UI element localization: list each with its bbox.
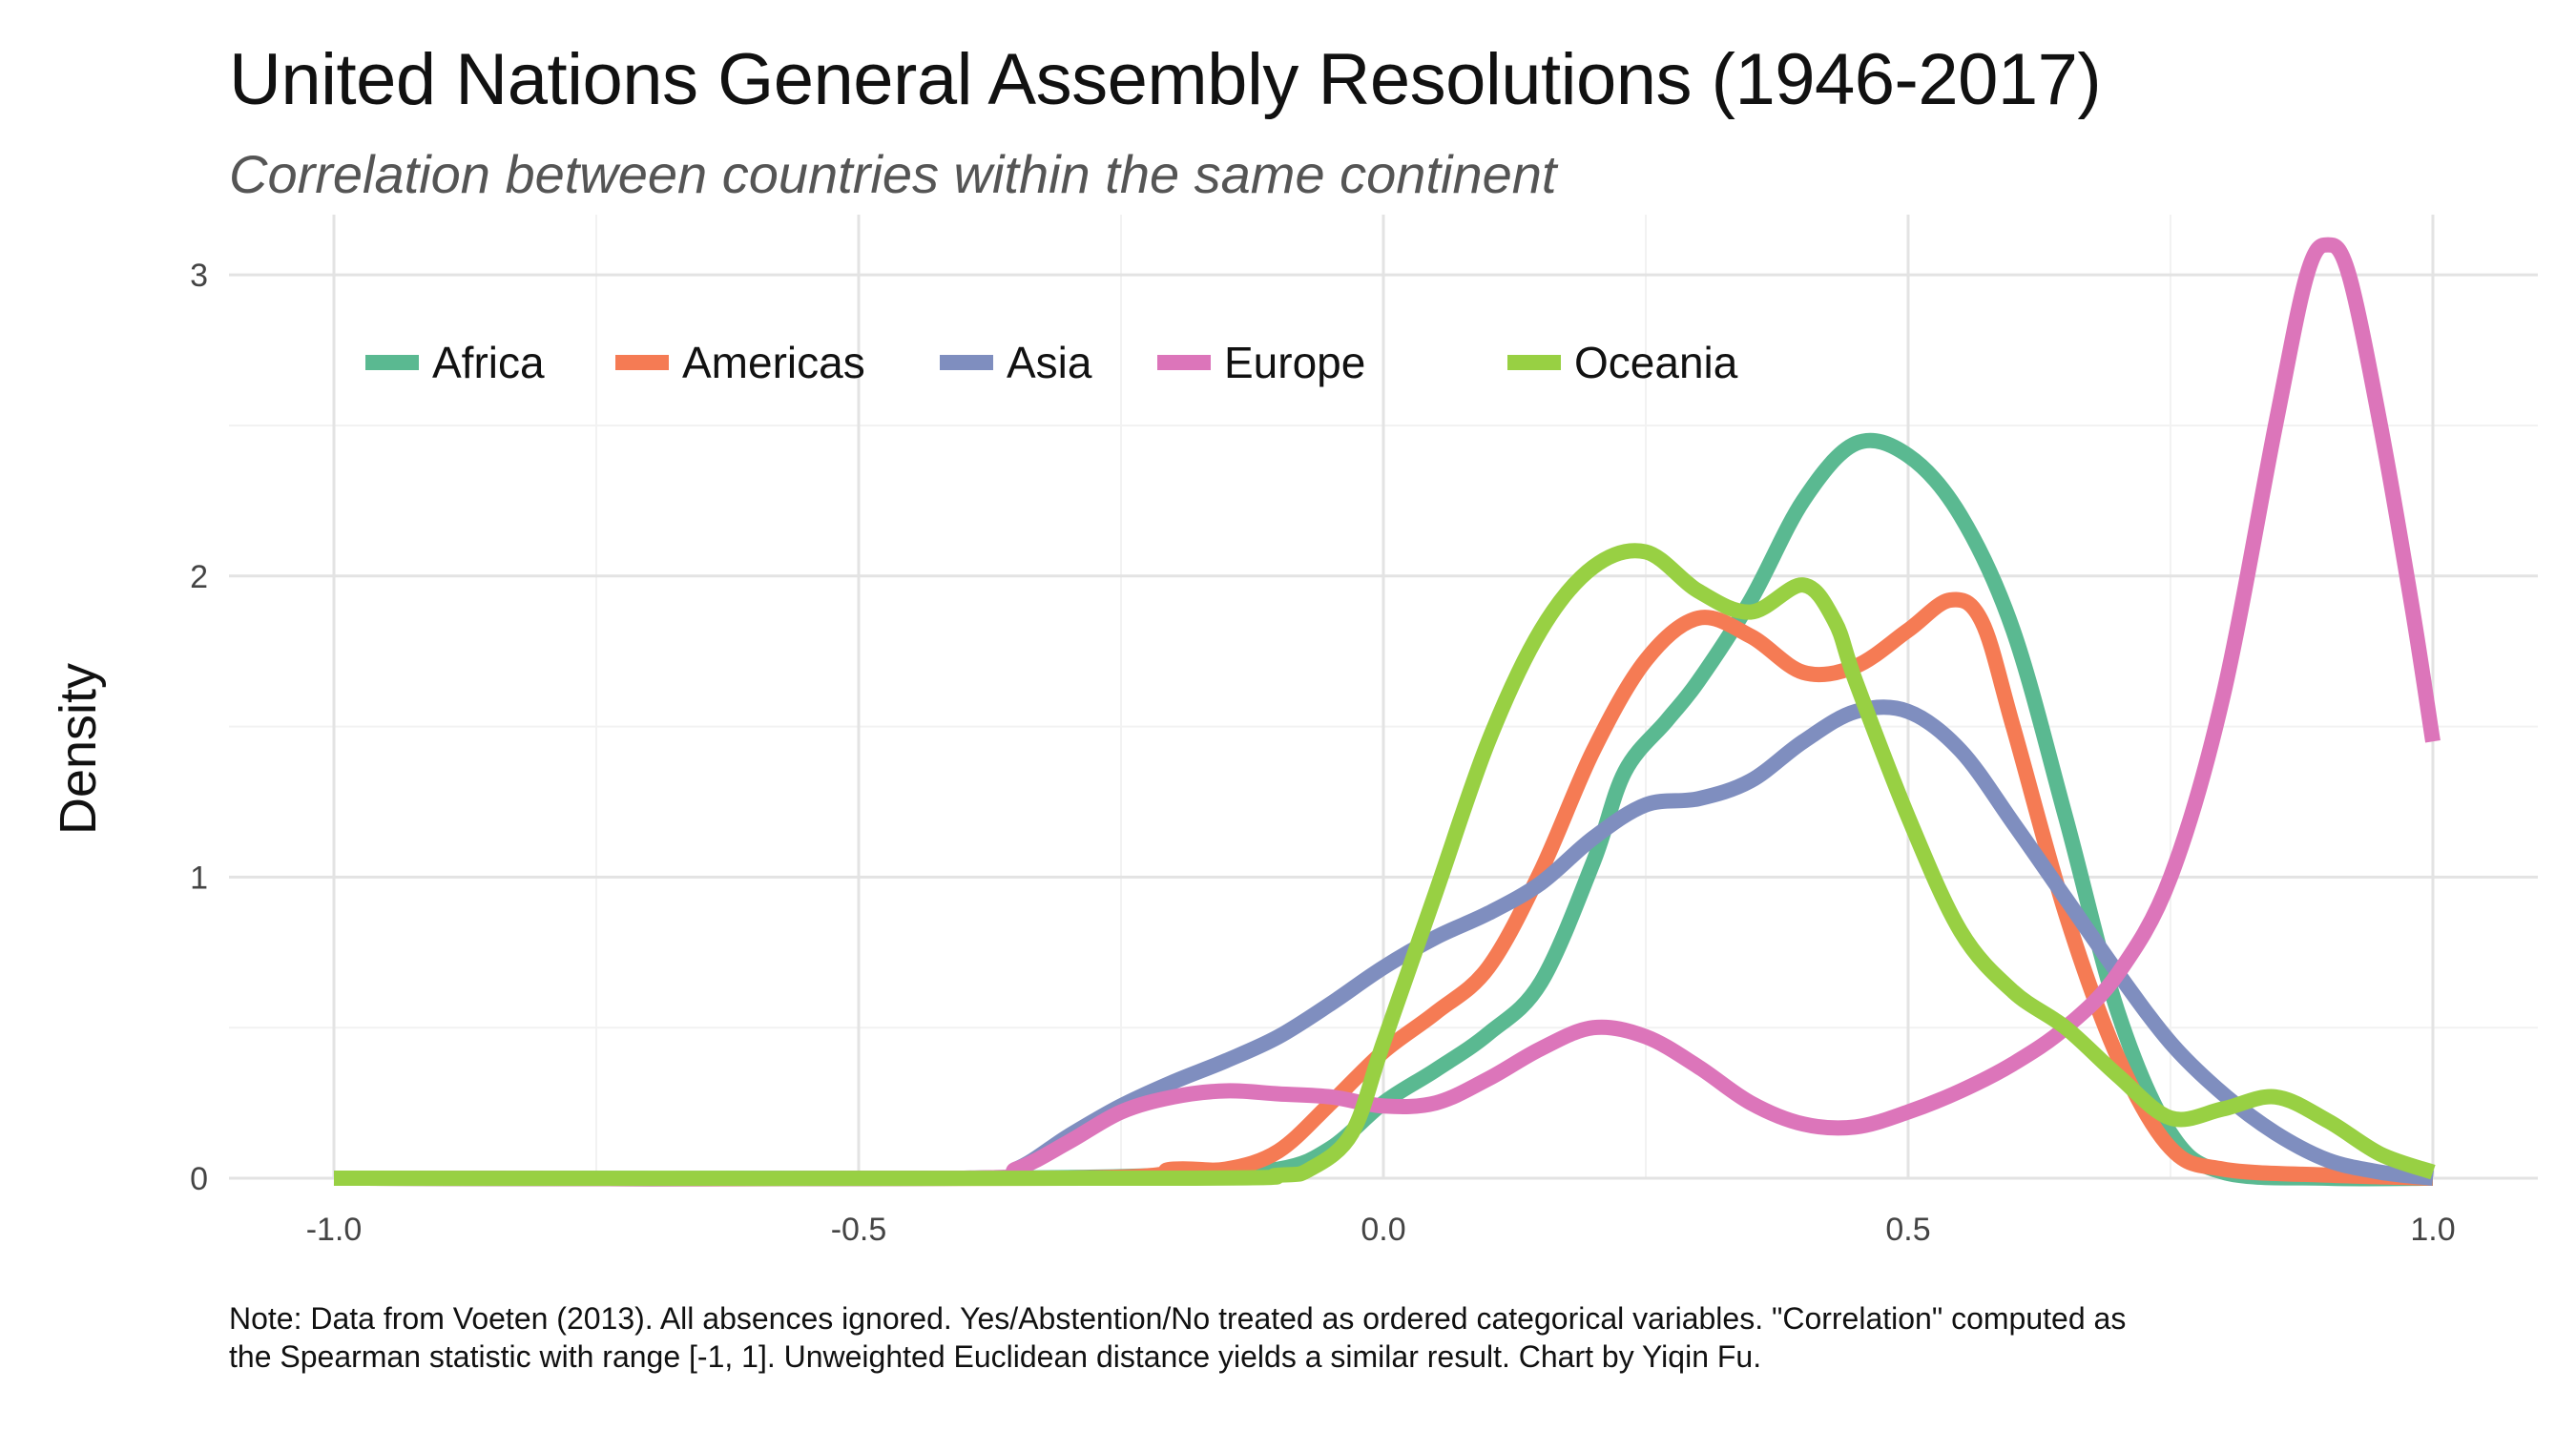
caption-line-1: Note: Data from Voeten (2013). All absen… bbox=[229, 1301, 2127, 1336]
y-tick-label: 0 bbox=[190, 1161, 208, 1197]
x-tick-label: 0.5 bbox=[1885, 1212, 1930, 1248]
x-tick-label: -1.0 bbox=[306, 1212, 363, 1248]
y-tick-label: 3 bbox=[190, 258, 208, 294]
legend-label-oceania: Oceania bbox=[1574, 338, 1738, 387]
legend-label-americas: Americas bbox=[682, 338, 865, 387]
series-lines bbox=[333, 237, 2441, 1187]
legend: Africa Americas Asia Europe Oceania bbox=[365, 338, 1738, 387]
legend-label-asia: Asia bbox=[1007, 338, 1092, 387]
x-tick-label: -0.5 bbox=[831, 1212, 887, 1248]
legend-label-europe: Europe bbox=[1224, 338, 1365, 387]
legend-label-africa: Africa bbox=[432, 338, 545, 387]
y-tick-label: 1 bbox=[190, 860, 208, 896]
series-line-europe bbox=[333, 237, 2441, 1187]
series-line-oceania bbox=[333, 543, 2436, 1187]
y-tick-label: 2 bbox=[190, 559, 208, 595]
y-axis-label: Density bbox=[50, 663, 107, 835]
chart-title: United Nations General Assembly Resoluti… bbox=[229, 39, 2102, 120]
x-tick-label: 1.0 bbox=[2410, 1212, 2455, 1248]
chart-subtitle: Correlation between countries within the… bbox=[229, 144, 1557, 204]
axis-ticks: -1.0 -0.5 0.0 0.5 1.0 0 1 2 3 bbox=[190, 258, 2456, 1248]
series-line-americas bbox=[333, 591, 2434, 1187]
chart-caption: Note: Data from Voeten (2013). All absen… bbox=[229, 1299, 2538, 1376]
caption-line-2: the Spearman statistic with range [-1, 1… bbox=[229, 1339, 1762, 1374]
x-tick-label: 0.0 bbox=[1361, 1212, 1405, 1248]
